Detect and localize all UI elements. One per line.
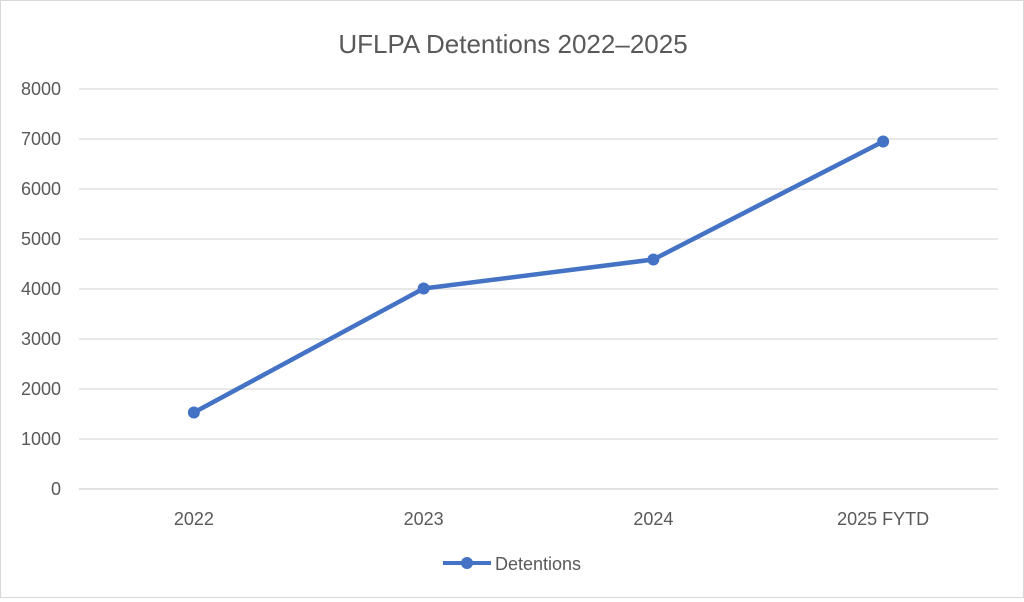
- x-axis-ticks: 2022 2023 2024 2025 FYTD: [174, 509, 929, 529]
- legend-label: Detentions: [495, 554, 581, 574]
- x-tick-label: 2023: [404, 509, 444, 529]
- y-tick-label: 8000: [21, 79, 61, 99]
- chart-title: UFLPA Detentions 2022–2025: [338, 29, 687, 59]
- y-tick-label: 6000: [21, 179, 61, 199]
- y-tick-label: 4000: [21, 279, 61, 299]
- legend-marker-icon: [461, 557, 473, 569]
- x-tick-label: 2024: [633, 509, 673, 529]
- data-point: [877, 135, 890, 148]
- data-point: [647, 253, 660, 266]
- y-tick-label: 7000: [21, 129, 61, 149]
- x-tick-label: 2022: [174, 509, 214, 529]
- legend: Detentions: [443, 554, 581, 574]
- y-axis-ticks: 0 1000 2000 3000 4000 5000 6000 7000 8000: [21, 79, 61, 499]
- y-tick-label: 3000: [21, 329, 61, 349]
- gridlines: [79, 88, 998, 490]
- y-tick-label: 0: [51, 479, 61, 499]
- y-tick-label: 5000: [21, 229, 61, 249]
- data-point: [417, 282, 430, 295]
- series-line: [192, 139, 885, 415]
- x-tick-label: 2025 FYTD: [837, 509, 929, 529]
- data-point: [187, 406, 200, 419]
- y-tick-label: 1000: [21, 429, 61, 449]
- y-tick-label: 2000: [21, 379, 61, 399]
- series-detentions: [187, 135, 890, 419]
